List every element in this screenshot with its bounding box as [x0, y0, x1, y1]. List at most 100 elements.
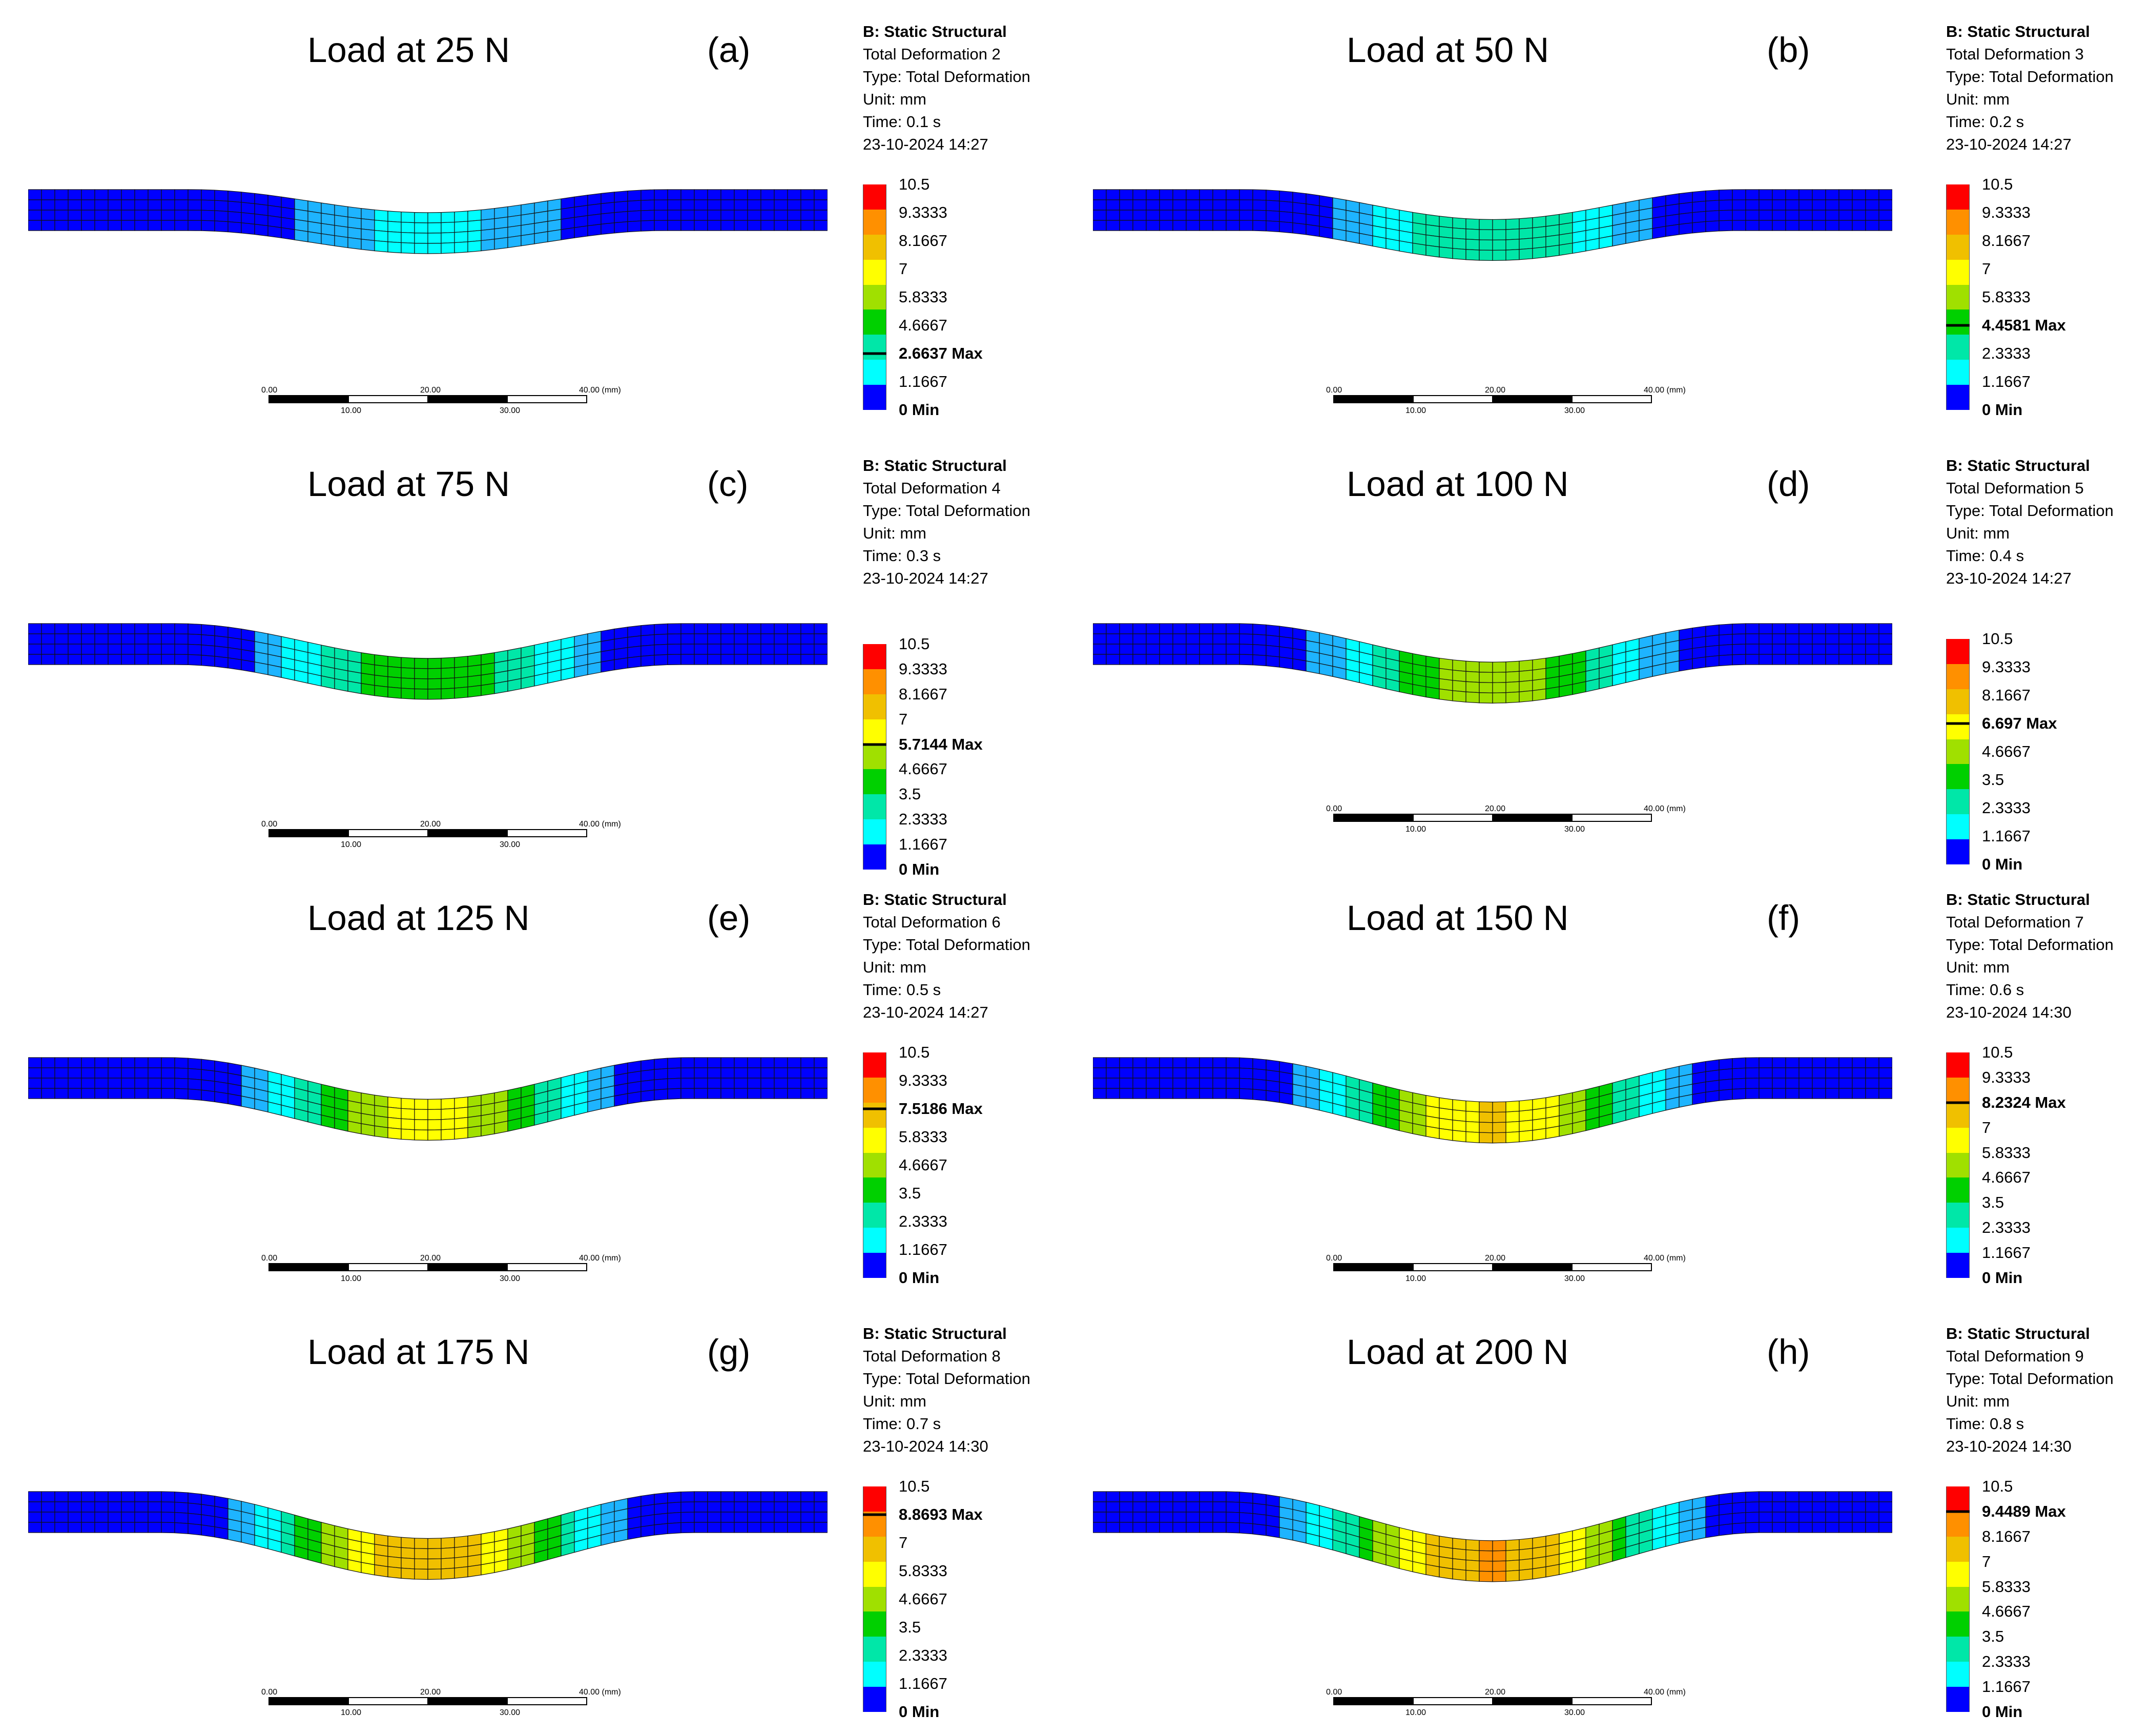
mesh-element: [814, 210, 828, 221]
mesh-element: [1745, 1512, 1760, 1523]
mesh-element: [1186, 189, 1200, 200]
mesh-element: [387, 1535, 402, 1548]
mesh-element: [387, 231, 402, 243]
mesh-element: [734, 199, 748, 211]
mesh-element: [467, 240, 482, 253]
mesh-element: [361, 218, 375, 231]
mesh-element: [614, 221, 628, 234]
mesh-element: [1759, 1067, 1773, 1079]
mesh-element: [1212, 1067, 1227, 1079]
mesh-element: [1759, 1522, 1773, 1533]
mesh-element: [694, 1512, 708, 1523]
mesh-element: [774, 623, 788, 634]
result-timestamp: 23-10-2024 14:27: [1946, 135, 2072, 153]
result-type: Type: Total Deformation: [863, 502, 1030, 520]
mesh-element: [800, 644, 815, 655]
mesh-element: [1172, 1491, 1187, 1502]
result-type: Type: Total Deformation: [863, 936, 1030, 954]
mesh-element: [1146, 1501, 1160, 1513]
mesh-element: [94, 1088, 109, 1099]
mesh-element: [108, 1067, 122, 1079]
panel-letter: (g): [707, 1332, 751, 1372]
mesh-element: [228, 211, 242, 223]
mesh-element: [747, 189, 761, 200]
mesh-element: [1279, 221, 1293, 234]
mesh-element: [1772, 623, 1786, 634]
mesh-element: [787, 1088, 801, 1099]
mesh-element: [734, 189, 748, 200]
mesh-element: [814, 644, 828, 655]
mesh-element: [1172, 1078, 1187, 1089]
mesh-element: [1186, 633, 1200, 645]
mesh-element: [1226, 654, 1240, 665]
mesh-element: [627, 220, 642, 233]
mesh-element: [1093, 1088, 1107, 1099]
mesh-element: [814, 1088, 828, 1099]
mesh-element: [1226, 189, 1240, 200]
result-unit: Unit: mm: [863, 524, 926, 542]
result-unit: Unit: mm: [863, 1392, 926, 1410]
mesh-element: [1093, 199, 1107, 211]
mesh-element: [1252, 1068, 1267, 1081]
mesh-element: [148, 210, 162, 221]
mesh-element: [814, 189, 828, 200]
mesh-element: [1798, 1522, 1813, 1533]
legend-swatch: [1946, 1052, 1970, 1078]
mesh-element: [787, 1512, 801, 1523]
mesh-element: [1852, 199, 1866, 211]
mesh-element: [54, 1522, 69, 1533]
mesh-element: [347, 680, 362, 694]
mesh-element: [148, 189, 162, 200]
mesh-element: [454, 687, 468, 699]
mesh-element: [41, 199, 55, 211]
mesh-element: [1292, 1094, 1307, 1108]
mesh-element: [760, 623, 775, 634]
scale-segment: [1492, 1263, 1573, 1271]
mesh-element: [1239, 633, 1253, 645]
mesh-element: [1106, 1057, 1120, 1068]
mesh-element: [1745, 1491, 1760, 1503]
mesh-element: [694, 1491, 708, 1502]
mesh-element: [1505, 239, 1520, 251]
mesh-element: [68, 1522, 82, 1533]
mesh-element: [361, 208, 375, 221]
mesh-element: [1719, 189, 1733, 201]
mesh-element: [1159, 1501, 1173, 1513]
mesh-element: [387, 221, 402, 233]
mesh-element: [1146, 1491, 1160, 1502]
mesh-element: [1785, 1501, 1800, 1513]
mesh-element: [747, 654, 761, 665]
analysis-header: B: Static Structural: [1946, 457, 2090, 474]
deformed-beam-mesh: [28, 1491, 828, 1580]
mesh-element: [1292, 658, 1307, 672]
mesh-element: [1732, 220, 1746, 231]
mesh-element: [1825, 644, 1839, 655]
legend-swatch: [863, 1077, 886, 1103]
legend-min-label: 0 Min: [1982, 855, 2023, 873]
legend-label: 10.5: [1982, 630, 2013, 648]
mesh-element: [1692, 221, 1706, 234]
mesh-element: [707, 1522, 721, 1533]
mesh-element: [1679, 1094, 1693, 1108]
legend-swatch: [1946, 814, 1970, 840]
mesh-element: [1798, 623, 1813, 634]
mesh-element: [601, 659, 615, 673]
result-time: Time: 0.4 s: [1946, 547, 2024, 565]
mesh-element: [787, 199, 801, 211]
mesh-element: [1705, 624, 1720, 637]
mesh-element: [161, 644, 175, 655]
mesh-element: [1519, 217, 1533, 230]
scale-label-top: 0.00: [1326, 1688, 1342, 1697]
legend-label: 10.5: [899, 635, 930, 653]
mesh-element: [774, 220, 788, 231]
mesh-element: [1519, 1568, 1533, 1581]
mesh-element: [1732, 1492, 1746, 1504]
legend-max-marker: [863, 743, 886, 746]
mesh-element: [201, 624, 215, 636]
mesh-element: [1186, 1501, 1200, 1513]
scale-segment: [348, 1263, 428, 1271]
mesh-element: [1532, 1566, 1546, 1580]
mesh-element: [121, 189, 135, 200]
mesh-element: [1838, 644, 1853, 655]
mesh-element: [68, 199, 82, 211]
